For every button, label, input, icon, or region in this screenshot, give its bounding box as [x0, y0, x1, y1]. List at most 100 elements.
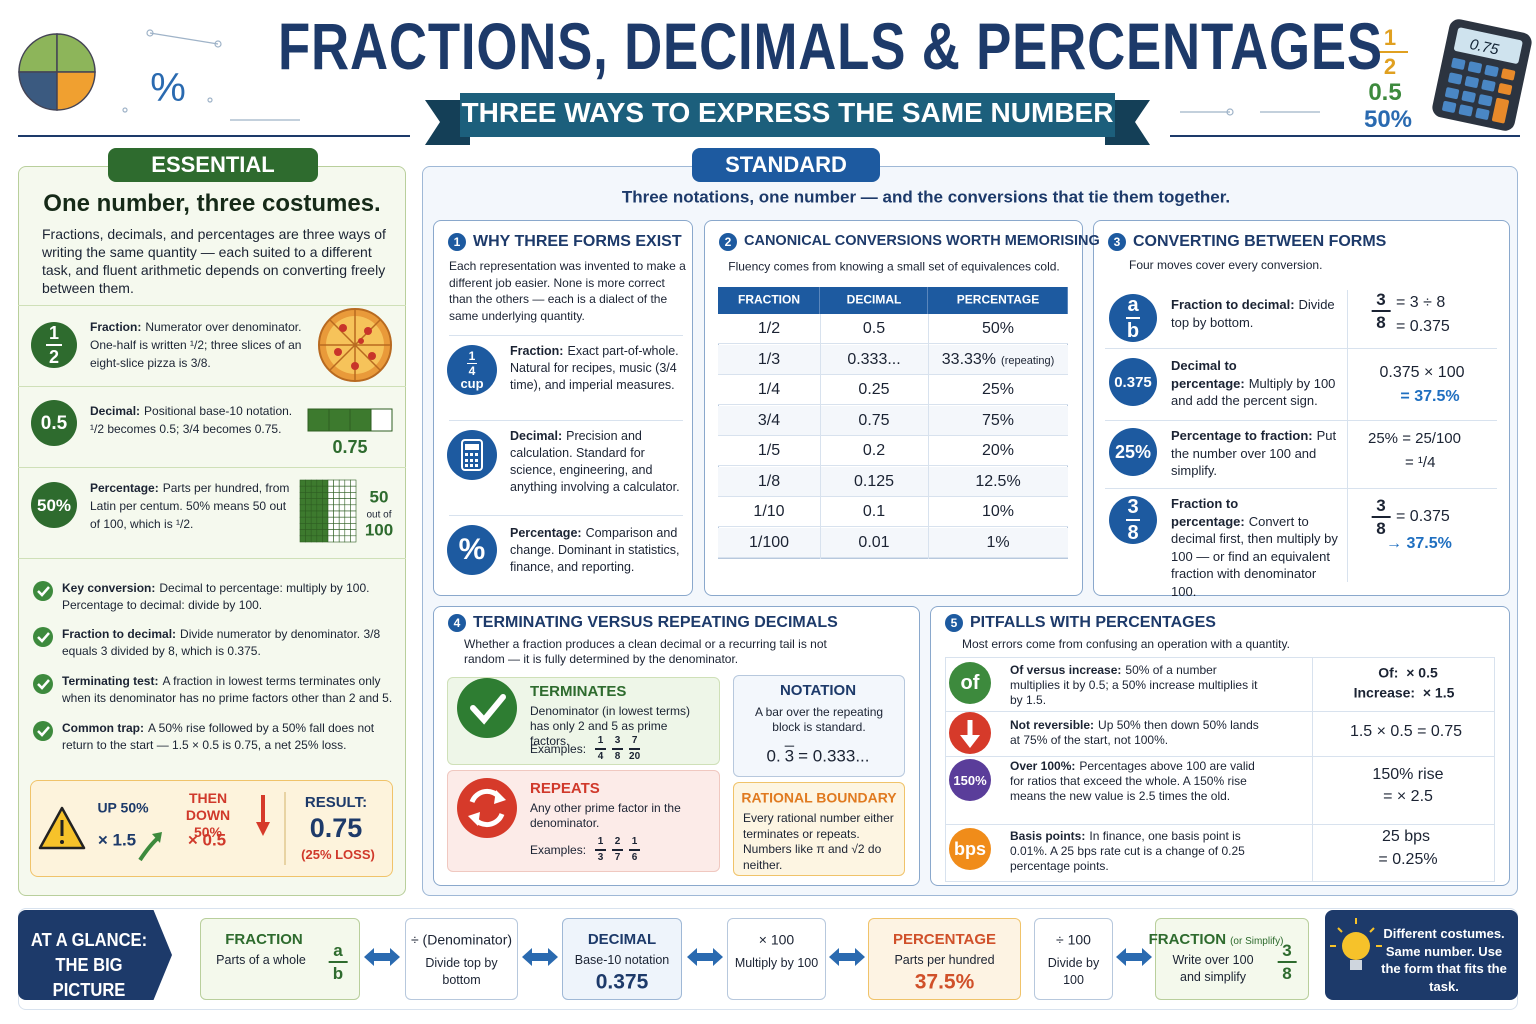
work-line: = 0.375 — [1396, 508, 1450, 525]
step-title-text: FRACTION — [225, 930, 303, 948]
fraction-bar — [1371, 310, 1391, 312]
table-row — [718, 527, 1068, 558]
table-cell: 33.33% (repeating) — [942, 351, 1054, 369]
step-title: ÷ (Denominator) — [411, 931, 512, 947]
cell-value: 0.333... — [847, 350, 901, 368]
key-point: Terminating test: A fraction in lowest te… — [62, 673, 397, 707]
key-point-label: Fraction to decimal: — [62, 627, 177, 641]
numerator: 3 — [1127, 496, 1139, 518]
key-point-text: Divide numerator by denominator. 3/8 equ… — [62, 627, 381, 658]
examples-label: Examples: — [530, 843, 587, 857]
step-up: UP 50% — [97, 799, 149, 816]
table-cell: 50% — [982, 320, 1014, 338]
work-line: = 37.5% — [1400, 388, 1460, 406]
work-line: 25% = 25/100 — [1368, 430, 1461, 447]
table-cell: 0.75 — [858, 412, 889, 430]
form-use: Fraction: Exact part-of-whole. Natural fo… — [510, 343, 685, 394]
table-cell: 10% — [982, 503, 1014, 521]
form-use-label: Percentage: — [510, 526, 582, 540]
cell-value: 25% — [981, 381, 1015, 399]
terminates-title: TERMINATES — [530, 683, 627, 700]
step-figure: 0.375 — [595, 970, 649, 994]
table-cell: 0.01 — [858, 534, 889, 552]
essential-intro: Fractions, decimals, and percentages are… — [42, 226, 386, 296]
step-box — [200, 918, 360, 1000]
section-card — [930, 606, 1510, 886]
numerator: 1 — [48, 323, 59, 343]
essential-title: One number, three costumes. — [43, 190, 381, 217]
work-line: 0.375 × 100 — [1379, 364, 1465, 382]
move-icon: 25% — [1109, 428, 1157, 476]
table-row — [718, 405, 1068, 436]
table-row — [718, 497, 1068, 527]
fraction-bar — [46, 344, 62, 346]
table-cell: 0.1 — [863, 503, 885, 521]
separator — [449, 515, 683, 516]
denominator: b — [332, 964, 344, 983]
separator — [1105, 488, 1497, 489]
separator — [1105, 348, 1497, 349]
cell-value: 1% — [986, 533, 1010, 551]
cell-value: 0.75 — [858, 411, 890, 429]
fraction-bar — [467, 362, 477, 365]
move-text: Percentage to fraction: Put the number ov… — [1171, 427, 1341, 480]
column-line — [1347, 290, 1348, 582]
step-title: × 100 — [758, 931, 795, 948]
numerator: 3 — [614, 735, 621, 746]
s4-intro: Whether a fraction produces a clean deci… — [464, 637, 827, 666]
form-use-label: Decimal: — [510, 429, 563, 443]
fraction-bar — [629, 849, 641, 851]
boundary-box — [733, 782, 905, 876]
notation-bar: 3 — [784, 746, 795, 766]
fraction-bar — [1126, 519, 1140, 521]
denominator: 6 — [631, 852, 638, 863]
column-line — [1312, 658, 1313, 881]
table-cell: 1/8 — [758, 473, 780, 491]
table-cell: 1/10 — [753, 503, 784, 521]
step-text: Divide top by bottom — [425, 956, 498, 987]
key-point-text: A 50% rise followed by a 50% fall does n… — [62, 721, 375, 752]
step-title-text: PERCENTAGE — [892, 930, 997, 948]
cell-value: 33.33% — [941, 350, 997, 368]
fraction-bar — [629, 748, 641, 750]
table-cell: 1/4 — [758, 381, 780, 399]
fraction-bar — [1126, 317, 1140, 319]
section-title: WHY THREE FORMS EXIST — [473, 233, 682, 250]
column-line — [820, 314, 821, 559]
table-header: FRACTION — [738, 292, 800, 307]
table-cell: 25% — [982, 381, 1014, 399]
work-line: Of: × 0.5 — [1378, 664, 1438, 681]
step-title-text: FRACTION — [1148, 930, 1227, 948]
examples: Examples: 1 3 2 7 1 6 — [530, 836, 643, 864]
calculator-icon — [1432, 19, 1532, 131]
move-icon: 0.375 — [1109, 358, 1157, 406]
move-text-label: Fraction to percentage: — [1171, 496, 1245, 529]
step-box — [1155, 918, 1309, 1000]
figure-out-of: out of — [366, 509, 392, 521]
table-cell: 0.2 — [863, 442, 885, 460]
work-line: → 37.5% — [1386, 535, 1452, 552]
table-row — [718, 314, 1068, 344]
table-cell: 1/2 — [758, 320, 780, 338]
pitfall-text-text: Up 50% then down 50% lands at 75% of the… — [1010, 718, 1259, 747]
percent-icon: 50% — [31, 482, 77, 528]
separator — [18, 558, 406, 559]
step-text: Multiply by 100 — [734, 956, 819, 970]
separator — [945, 711, 1495, 712]
step-title-text: × 100 — [758, 931, 795, 948]
table-cell: 0.25 — [858, 381, 889, 399]
key-point-text: Decimal to percentage: multiply by 100. … — [62, 581, 370, 612]
numerator: 1 — [597, 735, 604, 746]
step-box — [727, 918, 826, 1000]
table-row — [718, 344, 1068, 375]
s2-intro: Fluency comes from knowing a small set o… — [728, 259, 1060, 274]
key-point: Common trap: A 50% rise followed by a 50%… — [62, 720, 397, 754]
form-use-text: Precision and calculation. Standard for … — [510, 429, 680, 494]
form-use-text: Exact part-of-whole. Natural for recipes… — [510, 344, 679, 392]
move-text-label: Decimal to percentage: — [1171, 358, 1245, 391]
